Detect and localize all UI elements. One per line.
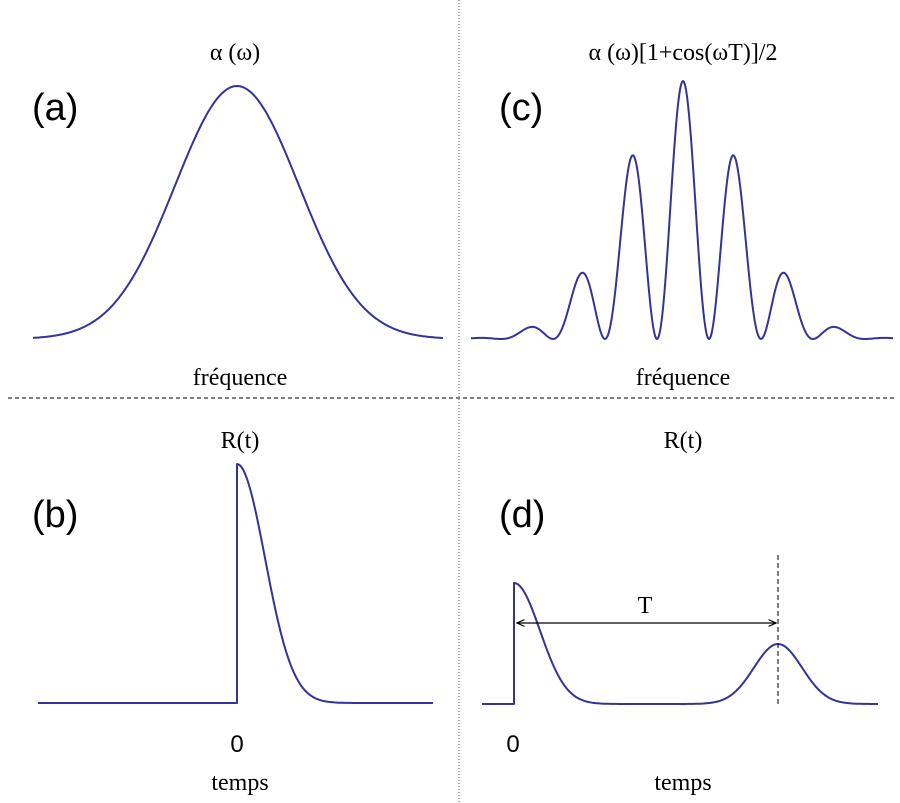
panel-a-tag: (a) [32, 87, 78, 129]
panel-a-title: α (ω) [210, 40, 260, 66]
panel-b-tag: (b) [32, 494, 78, 536]
panel-c-title: α (ω)[1+cos(ωT)]/2 [589, 40, 778, 66]
panel-d-axis-label: temps [654, 770, 711, 796]
panel-b-title: R(t) [221, 428, 260, 454]
panel-b: R(t) (b) 0 temps [32, 428, 433, 796]
panel-c: α (ω)[1+cos(ωT)]/2 (c) fréquence [470, 40, 894, 391]
panel-d-zero-label: 0 [506, 731, 519, 758]
panel-c-tag: (c) [499, 87, 543, 129]
panel-b-response-curve [38, 463, 433, 704]
panel-a: α (ω) (a) fréquence [32, 40, 444, 391]
panel-d-delay-label: T [638, 593, 653, 619]
panel-c-modulated-curve [470, 80, 894, 340]
panel-b-zero-label: 0 [230, 731, 243, 758]
panel-d-response-curve [482, 582, 878, 705]
panel-d-title: R(t) [664, 428, 703, 454]
panel-d-tag: (d) [499, 494, 545, 536]
panel-c-axis-label: fréquence [636, 365, 731, 391]
panel-a-gaussian-curve [32, 85, 444, 339]
panel-a-axis-label: fréquence [193, 365, 288, 391]
panel-d: R(t) (d) T 0 temps [482, 428, 878, 796]
panel-b-axis-label: temps [211, 770, 268, 796]
